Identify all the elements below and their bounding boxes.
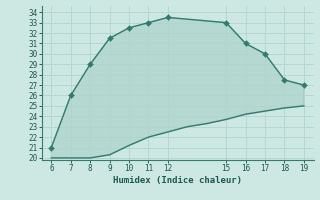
X-axis label: Humidex (Indice chaleur): Humidex (Indice chaleur) (113, 176, 242, 185)
Polygon shape (51, 17, 304, 158)
